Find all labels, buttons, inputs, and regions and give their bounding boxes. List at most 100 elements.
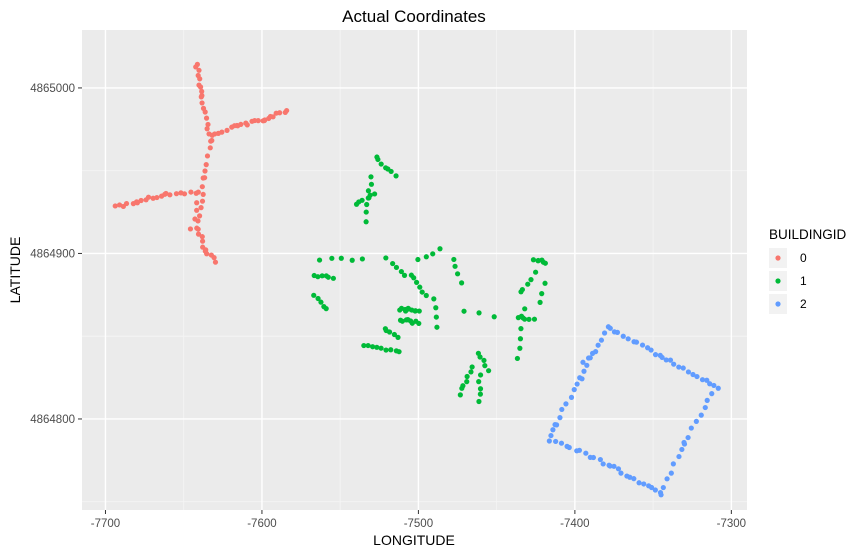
data-point bbox=[330, 275, 336, 281]
data-point bbox=[530, 257, 537, 263]
data-point bbox=[363, 209, 369, 215]
data-point bbox=[193, 64, 199, 70]
y-tick-label: 4865000 bbox=[30, 83, 75, 95]
data-point bbox=[202, 175, 208, 181]
legend-key-point bbox=[775, 278, 781, 284]
data-point bbox=[457, 392, 463, 398]
x-tick-label: -7500 bbox=[404, 518, 433, 530]
data-point bbox=[419, 289, 425, 295]
data-point bbox=[583, 450, 589, 456]
data-point bbox=[605, 324, 611, 330]
data-point bbox=[437, 246, 443, 252]
data-point bbox=[454, 271, 461, 277]
data-point bbox=[648, 347, 654, 353]
data-point bbox=[579, 376, 585, 382]
data-point bbox=[393, 173, 399, 179]
data-point bbox=[709, 391, 715, 397]
data-point bbox=[316, 257, 323, 263]
data-point bbox=[224, 127, 230, 133]
data-point bbox=[396, 349, 402, 355]
data-point bbox=[430, 251, 436, 257]
data-point bbox=[416, 308, 422, 314]
data-point bbox=[401, 272, 408, 278]
data-point bbox=[580, 359, 586, 365]
minor-gridlines bbox=[82, 30, 747, 510]
data-point bbox=[212, 259, 219, 265]
data-point bbox=[411, 275, 417, 281]
data-point bbox=[388, 347, 394, 353]
data-point bbox=[386, 329, 393, 335]
data-point bbox=[568, 394, 575, 400]
data-point bbox=[393, 264, 400, 271]
major-gridlines bbox=[82, 30, 747, 510]
data-point bbox=[315, 295, 321, 302]
data-point bbox=[597, 456, 603, 463]
data-point bbox=[679, 446, 685, 453]
data-point bbox=[531, 316, 538, 322]
data-point bbox=[704, 377, 710, 383]
data-point bbox=[631, 476, 637, 482]
data-point bbox=[211, 255, 217, 261]
data-point bbox=[688, 425, 694, 431]
data-point bbox=[476, 398, 482, 405]
data-point bbox=[525, 281, 531, 287]
data-point bbox=[486, 368, 492, 374]
data-point bbox=[361, 342, 367, 349]
data-point bbox=[553, 438, 559, 445]
data-point bbox=[194, 207, 200, 213]
data-point bbox=[205, 121, 211, 128]
data-point bbox=[329, 255, 335, 261]
data-point bbox=[325, 274, 331, 280]
data-point bbox=[195, 226, 201, 232]
x-axis-ticks: -7700 -7600 -7500 -7400 -7300 bbox=[91, 510, 746, 530]
data-point bbox=[581, 368, 587, 374]
data-point bbox=[130, 201, 136, 207]
data-point bbox=[459, 385, 465, 391]
data-point bbox=[667, 357, 674, 363]
legend-entries: 0 1 2 bbox=[769, 248, 807, 314]
data-point bbox=[318, 299, 324, 305]
data-point bbox=[611, 463, 617, 469]
data-point bbox=[452, 263, 458, 269]
data-point bbox=[660, 484, 666, 491]
data-point bbox=[197, 76, 203, 82]
data-point bbox=[423, 254, 429, 260]
data-point bbox=[461, 308, 467, 314]
data-point bbox=[391, 331, 397, 338]
data-point bbox=[359, 197, 365, 203]
data-point bbox=[559, 406, 565, 413]
data-point bbox=[207, 145, 213, 151]
data-point bbox=[590, 454, 597, 461]
data-point bbox=[204, 153, 211, 159]
data-point bbox=[518, 326, 524, 332]
data-point bbox=[519, 286, 525, 293]
data-point bbox=[388, 168, 394, 175]
data-point bbox=[195, 231, 202, 237]
y-tick-label: 4864900 bbox=[30, 248, 75, 260]
data-point bbox=[194, 200, 200, 206]
data-point bbox=[522, 306, 528, 312]
data-point bbox=[431, 296, 437, 302]
data-point bbox=[370, 344, 376, 350]
data-point bbox=[203, 162, 209, 168]
data-point bbox=[413, 279, 420, 285]
data-point bbox=[270, 114, 276, 120]
data-point bbox=[423, 292, 429, 299]
data-point bbox=[138, 197, 144, 204]
data-point bbox=[378, 161, 384, 167]
x-tick-label: -7600 bbox=[247, 518, 276, 530]
data-point bbox=[477, 372, 484, 378]
data-point bbox=[636, 480, 642, 486]
data-point bbox=[284, 107, 290, 114]
data-point bbox=[319, 273, 325, 279]
data-point bbox=[178, 190, 184, 196]
data-point bbox=[670, 461, 676, 467]
data-point bbox=[469, 364, 475, 370]
data-point bbox=[378, 345, 384, 351]
data-point bbox=[557, 415, 563, 421]
data-point bbox=[390, 260, 396, 267]
data-point bbox=[585, 355, 592, 361]
x-axis-title: LONGITUDE bbox=[373, 532, 455, 548]
data-point bbox=[244, 122, 250, 128]
data-point bbox=[459, 280, 465, 286]
